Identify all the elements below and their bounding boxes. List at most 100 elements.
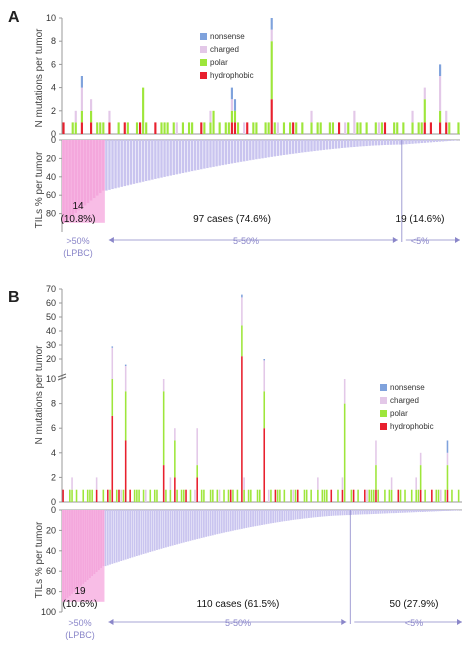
til-bar (92, 140, 96, 199)
legend-label-polar: polar (390, 409, 408, 418)
mutation-bar-hydrophobic (230, 122, 233, 134)
til-bar (160, 140, 163, 178)
mutation-bar-polar (356, 122, 359, 134)
mutation-bar-polar (264, 122, 267, 134)
mutation-bar-polar (255, 122, 258, 134)
til-bar (163, 140, 166, 177)
til-bar (120, 140, 123, 187)
mut-y-tick-label: 4 (51, 448, 56, 458)
mutation-bar-charged (341, 477, 344, 490)
mutation-bar-polar (423, 99, 426, 123)
til-bar (252, 510, 254, 527)
mutation-bar-hydrophobic (397, 489, 400, 502)
mutation-bar-polar (90, 110, 93, 123)
til-bar (245, 140, 249, 161)
til-bar (216, 510, 219, 535)
mutation-bar-nonsense (241, 294, 243, 298)
til-bar (256, 510, 259, 526)
til-bar (357, 510, 359, 515)
axis-break-mark (57, 376, 67, 381)
mutation-bar-polar (149, 489, 152, 502)
mutation-bar-polar (126, 122, 129, 134)
mutation-bar-polar (323, 489, 326, 502)
til-bar (111, 510, 114, 564)
mutation-bar-polar (377, 489, 379, 502)
til-bar (408, 510, 411, 513)
mutation-bar-charged (292, 489, 295, 502)
mutation-bar-polar (435, 489, 438, 502)
mutation-bar-polar (328, 122, 331, 134)
mutation-bar-polar (375, 465, 377, 490)
mutation-bar-polar (180, 489, 183, 502)
mutation-bar-polar (420, 122, 423, 134)
til-bar (209, 510, 212, 536)
panel-a-group-lpbc-count: 14 (72, 201, 84, 212)
til-bar (230, 140, 234, 164)
til-bar (133, 510, 136, 557)
til-bar (405, 140, 408, 145)
til-bar (377, 510, 380, 514)
til-bar (316, 140, 319, 151)
til-bar (292, 510, 295, 520)
mutation-bar-polar (99, 122, 102, 134)
mutation-bar-polar (393, 122, 396, 134)
til-bar (258, 510, 261, 526)
til-bar (384, 510, 386, 514)
til-bar (190, 140, 194, 172)
til-bar (332, 510, 335, 516)
mutation-bar-polar (365, 122, 368, 134)
arrow-head (392, 237, 398, 243)
til-bar (408, 140, 411, 144)
til-bar (435, 140, 439, 142)
mutation-bar-hydrophobic (196, 477, 198, 502)
mutation-bar-hydrophobic (123, 122, 126, 134)
mutation-bar-polar (321, 489, 324, 502)
til-bar (353, 140, 356, 147)
til-bar (283, 510, 286, 522)
mutation-bar-polar (86, 489, 89, 502)
til-bar (343, 140, 347, 148)
mut-y-tick-label: 2 (51, 106, 56, 116)
til-bar (185, 510, 187, 542)
mutation-bar-charged (120, 489, 122, 502)
til-bar (89, 510, 91, 579)
til-bar (165, 510, 167, 548)
til-bar (156, 510, 158, 550)
til-bar (337, 510, 339, 516)
til-bar (325, 510, 328, 517)
til-bar (401, 510, 404, 513)
mutation-bar-polar (196, 465, 198, 478)
mutation-bar-charged (169, 477, 172, 490)
til-y-tick-label: 60 (46, 566, 56, 576)
til-bar (386, 510, 389, 514)
til-bar (354, 510, 357, 515)
til-bar (383, 140, 387, 145)
til-bar (91, 510, 94, 576)
til-bar (234, 510, 237, 531)
mutation-bar-polar (374, 122, 377, 134)
mutation-bar-charged (209, 110, 212, 123)
mutation-bar-charged (230, 99, 233, 111)
til-bar (129, 510, 132, 559)
mutation-bar-polar (163, 122, 166, 134)
til-bar (417, 140, 420, 144)
mutation-bar-charged (124, 366, 127, 392)
til-bar (99, 140, 102, 194)
mutation-bar-polar (165, 489, 167, 502)
til-bar (180, 510, 183, 544)
mut-y-tick-label: 30 (46, 340, 56, 350)
til-bar (160, 510, 163, 549)
panel-letter-a: A (8, 9, 20, 26)
til-bar (270, 140, 273, 157)
til-bar (138, 510, 140, 556)
mutation-bar-polar (411, 122, 414, 134)
til-bar (340, 140, 344, 149)
til-bar (303, 510, 306, 519)
mutation-bar-polar (133, 489, 136, 502)
mutation-bar-polar (236, 489, 239, 502)
til-bar (211, 510, 214, 536)
mutation-bar-polar (111, 379, 114, 416)
til-bar (223, 510, 225, 533)
til-bar (206, 140, 209, 169)
